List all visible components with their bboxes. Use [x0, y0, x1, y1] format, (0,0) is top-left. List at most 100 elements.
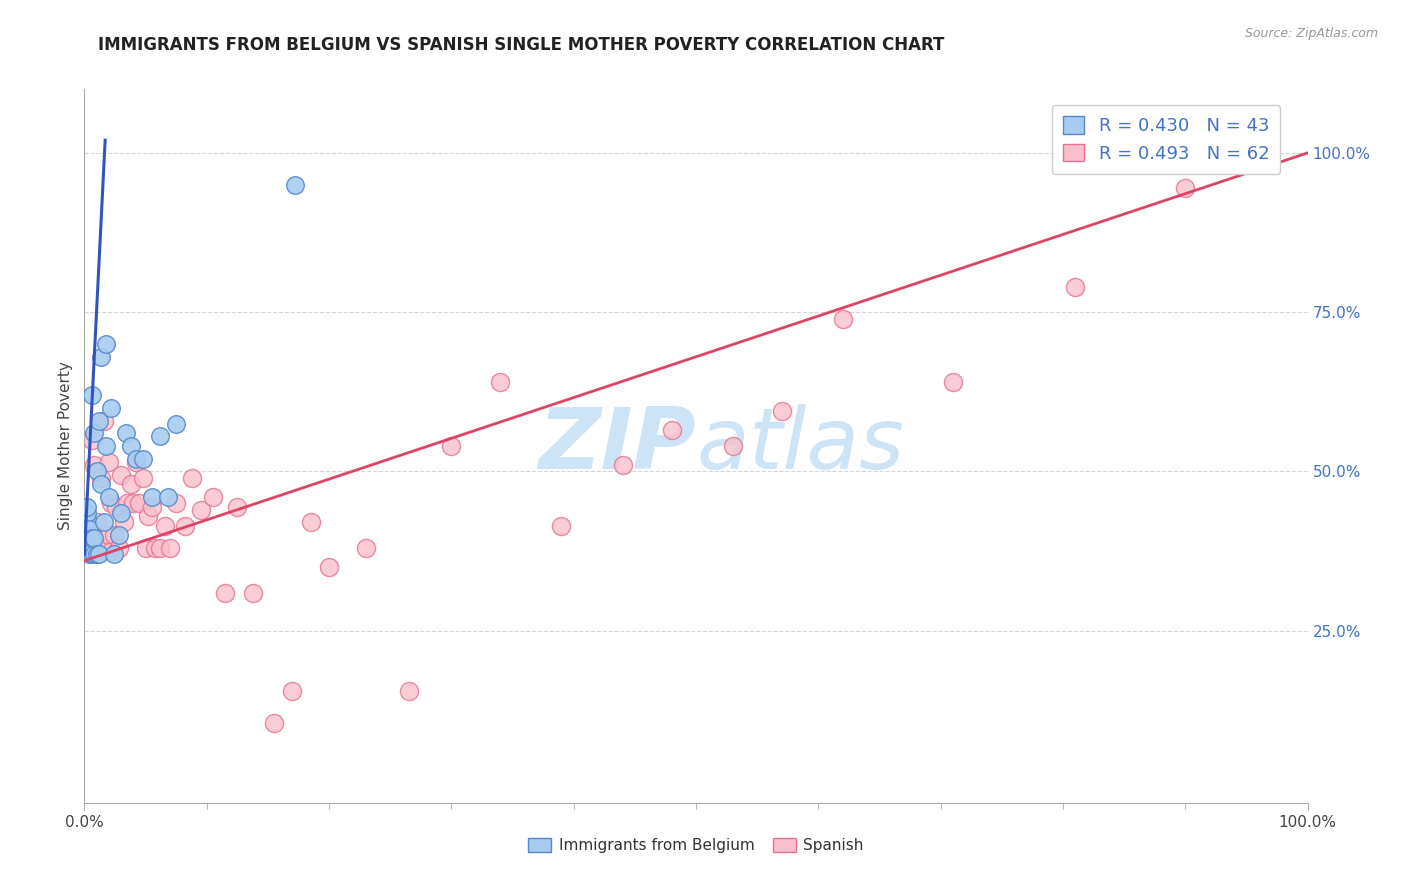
Point: [489, 376, 512, 390]
Point: [299, 516, 322, 530]
Point: [96, 337, 118, 351]
Point: [80, 532, 103, 546]
Point: [76, 544, 98, 558]
Point: [110, 467, 132, 482]
Point: [100, 496, 122, 510]
Point: [1064, 279, 1087, 293]
Point: [770, 404, 793, 418]
Point: [76, 524, 98, 539]
Point: [107, 541, 129, 555]
Text: Source: ZipAtlas.com: Source: ZipAtlas.com: [1244, 27, 1378, 40]
Point: [1247, 145, 1270, 160]
Point: [76, 541, 98, 555]
Point: [201, 490, 224, 504]
Point: [143, 541, 166, 555]
Point: [136, 509, 159, 524]
Point: [90, 471, 112, 485]
Point: [80, 534, 103, 549]
Point: [226, 500, 249, 514]
Legend: Immigrants from Belgium, Spanish: Immigrants from Belgium, Spanish: [522, 832, 870, 859]
Point: [132, 471, 155, 485]
Point: [107, 528, 129, 542]
Text: ZIP: ZIP: [538, 404, 696, 488]
Point: [97, 455, 120, 469]
Point: [96, 439, 118, 453]
Point: [97, 490, 120, 504]
Point: [214, 585, 236, 599]
Point: [318, 560, 340, 574]
Point: [80, 388, 103, 402]
Point: [86, 516, 108, 530]
Point: [661, 423, 683, 437]
Point: [87, 541, 110, 555]
Point: [721, 439, 744, 453]
Point: [90, 477, 112, 491]
Point: [153, 518, 176, 533]
Point: [96, 541, 118, 555]
Point: [77, 522, 100, 536]
Point: [103, 528, 125, 542]
Point: [86, 547, 108, 561]
Point: [942, 376, 965, 390]
Point: [110, 506, 132, 520]
Point: [77, 534, 100, 549]
Point: [159, 541, 181, 555]
Point: [135, 541, 157, 555]
Point: [76, 512, 98, 526]
Point: [398, 684, 420, 698]
Point: [149, 541, 172, 555]
Point: [1174, 181, 1197, 195]
Point: [93, 413, 115, 427]
Point: [440, 439, 463, 453]
Point: [90, 350, 112, 364]
Point: [76, 500, 98, 514]
Point: [77, 547, 100, 561]
Point: [125, 451, 148, 466]
Point: [87, 413, 110, 427]
Point: [77, 541, 100, 555]
Point: [112, 516, 135, 530]
Point: [100, 544, 122, 558]
Point: [93, 516, 115, 530]
Point: [141, 500, 163, 514]
Point: [83, 426, 105, 441]
Point: [90, 544, 112, 558]
Point: [80, 547, 103, 561]
Point: [115, 426, 138, 441]
Point: [263, 716, 285, 731]
Point: [831, 311, 853, 326]
Point: [165, 417, 187, 431]
Point: [173, 518, 195, 533]
Point: [284, 178, 307, 192]
Point: [141, 490, 163, 504]
Point: [97, 528, 120, 542]
Point: [165, 496, 187, 510]
Point: [612, 458, 634, 472]
Point: [80, 541, 103, 555]
Point: [83, 532, 105, 546]
Point: [125, 455, 148, 469]
Point: [550, 518, 572, 533]
Point: [86, 465, 108, 479]
Point: [100, 401, 122, 415]
Point: [242, 585, 264, 599]
Point: [132, 451, 155, 466]
Point: [105, 500, 128, 514]
Point: [190, 502, 212, 516]
Point: [122, 496, 145, 510]
Point: [156, 490, 179, 504]
Point: [354, 541, 377, 555]
Text: atlas: atlas: [696, 404, 904, 488]
Point: [83, 544, 105, 558]
Point: [120, 439, 142, 453]
Point: [86, 544, 108, 558]
Point: [103, 547, 125, 561]
Point: [80, 433, 103, 447]
Point: [77, 544, 100, 558]
Point: [128, 496, 150, 510]
Y-axis label: Single Mother Poverty: Single Mother Poverty: [58, 361, 73, 531]
Point: [83, 458, 105, 472]
Point: [83, 547, 105, 561]
Point: [87, 547, 110, 561]
Point: [76, 538, 98, 552]
